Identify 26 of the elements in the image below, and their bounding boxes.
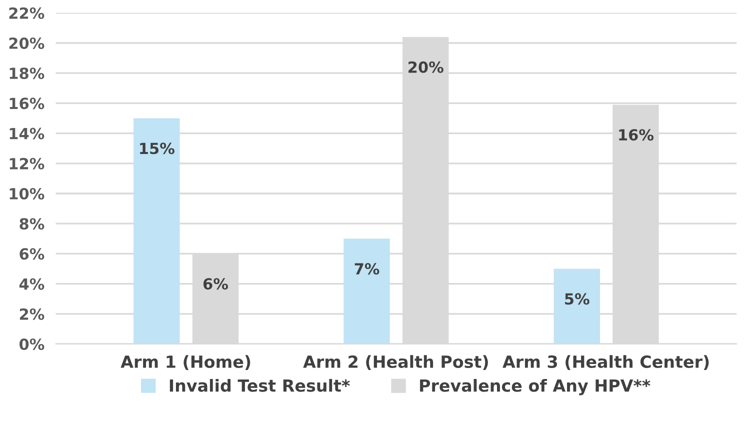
bar: [554, 268, 600, 344]
legend-label: Prevalence of Any HPV**: [420, 378, 650, 396]
data-label: 16%: [619, 129, 654, 141]
y-tick-label: 10%: [10, 188, 44, 200]
data-label: 15%: [140, 142, 174, 154]
legend-label: Invalid Test Result*: [170, 378, 350, 392]
x-tick-label: Arm 2 (Health Post): [303, 355, 488, 370]
y-tick-label: 20%: [9, 37, 44, 50]
y-tick-label: 4%: [19, 278, 44, 290]
y-tick-label: 22%: [9, 7, 44, 19]
bar: [134, 118, 180, 344]
y-tick-label: 0%: [19, 338, 44, 350]
data-label: 20%: [408, 61, 444, 73]
y-tick-label: 16%: [10, 98, 44, 110]
y-tick-label: 6%: [20, 248, 44, 260]
y-tick-label: 14%: [10, 128, 44, 140]
y-tick-label: 2%: [20, 308, 44, 320]
y-tick-label: 12%: [10, 158, 44, 170]
x-tick-label: Arm 1 (Home): [120, 355, 250, 370]
x-tick-label: Arm 3 (Health Center): [502, 355, 709, 370]
data-label: 7%: [354, 263, 380, 275]
data-label: 6%: [203, 278, 228, 290]
y-tick-label: 18%: [10, 68, 44, 80]
bar: [344, 238, 390, 344]
data-label: 5%: [565, 293, 590, 305]
y-tick-label: 8%: [20, 218, 44, 230]
